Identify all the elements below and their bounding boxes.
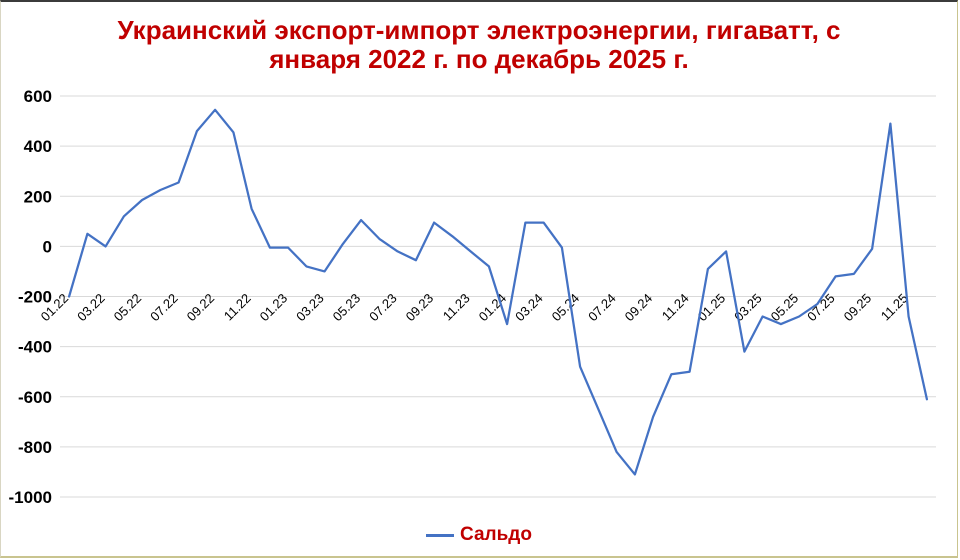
svg-text:07.25: 07.25	[804, 291, 838, 325]
svg-text:09.24: 09.24	[622, 291, 656, 325]
svg-text:0: 0	[43, 237, 52, 256]
svg-text:05.23: 05.23	[330, 291, 364, 325]
svg-text:09.23: 09.23	[403, 291, 437, 325]
svg-text:200: 200	[24, 187, 52, 206]
svg-text:07.22: 07.22	[147, 291, 181, 325]
svg-text:03.23: 03.23	[293, 291, 327, 325]
svg-text:05.25: 05.25	[768, 291, 802, 325]
svg-text:-1000: -1000	[9, 488, 52, 507]
svg-text:09.25: 09.25	[841, 291, 875, 325]
svg-text:11.22: 11.22	[221, 291, 254, 324]
svg-text:01.24: 01.24	[476, 291, 510, 325]
svg-text:11.23: 11.23	[440, 291, 473, 324]
svg-text:-800: -800	[18, 438, 52, 457]
svg-text:03.22: 03.22	[74, 291, 108, 325]
svg-text:09.22: 09.22	[184, 291, 218, 325]
svg-text:600: 600	[24, 87, 52, 106]
svg-text:07.24: 07.24	[585, 291, 619, 325]
svg-text:11.24: 11.24	[659, 291, 692, 324]
svg-text:05.22: 05.22	[111, 291, 145, 325]
svg-text:05.24: 05.24	[549, 291, 583, 325]
svg-text:400: 400	[24, 137, 52, 156]
svg-text:-400: -400	[18, 338, 52, 357]
svg-text:03.24: 03.24	[512, 291, 546, 325]
svg-text:07.23: 07.23	[366, 291, 400, 325]
svg-text:-600: -600	[18, 388, 52, 407]
svg-text:01.23: 01.23	[257, 291, 291, 325]
